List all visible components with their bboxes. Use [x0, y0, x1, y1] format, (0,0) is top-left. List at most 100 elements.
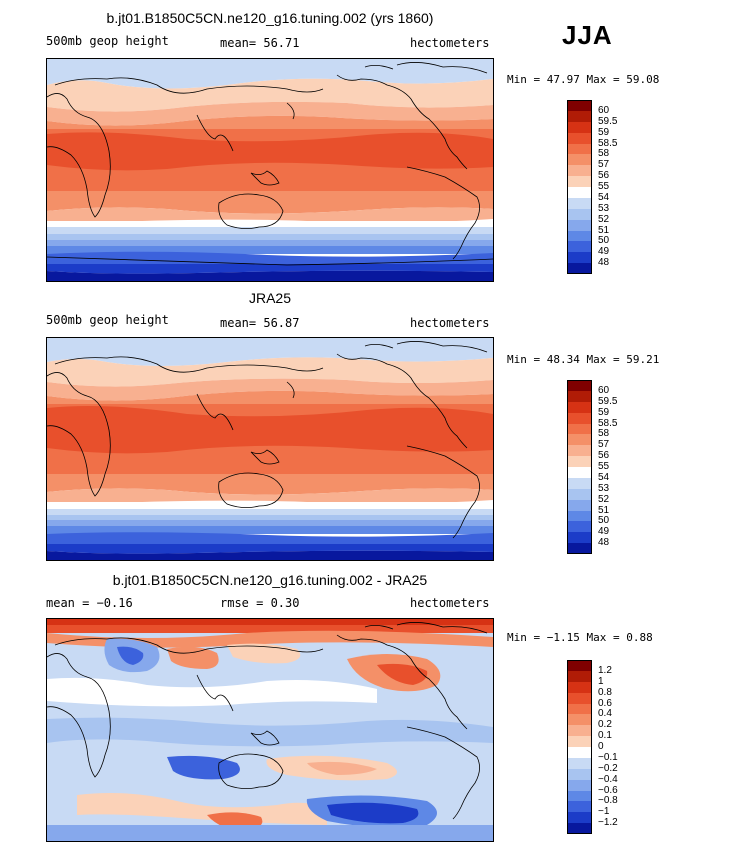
- panel3-colorbar-swatch: [567, 703, 592, 715]
- panel1-units-label: hectometers: [410, 36, 490, 50]
- panel2-colorbar-swatch: [567, 499, 592, 511]
- panel1-colorbar-tick-label: 50: [598, 235, 610, 247]
- panel2-variable-label: 500mb geop height: [46, 313, 169, 327]
- panel2-colorbar-swatch: [567, 532, 592, 544]
- panel3-colorbar-tick-label: 0.4: [598, 708, 612, 720]
- panel3-colorbar-tick-label: 1: [598, 675, 604, 687]
- panel3-contour-map: [47, 619, 493, 841]
- panel3-rmse-label: rmse = 0.30: [220, 596, 300, 610]
- panel1-contour-map: [47, 59, 493, 281]
- panel1-title: b.jt01.B1850C5CN.ne120_g16.tuning.002 (y…: [106, 10, 434, 26]
- panel3-colorbar-tick-label: −1.2: [598, 817, 618, 829]
- panel2-colorbar-tick-label: 55: [598, 461, 610, 472]
- panel1-colorbar-tick-label: 56: [598, 170, 610, 182]
- panel3-colorbar-tick-label: 0.1: [598, 730, 612, 742]
- panel2-colorbar-swatch: [567, 412, 592, 424]
- panel1-colorbar-swatch: [567, 165, 592, 177]
- panel1-colorbar-tick-label: 59.5: [598, 115, 618, 127]
- panel3-units-label: hectometers: [410, 596, 490, 610]
- panel1-colorbar-tick-label: 58.5: [598, 137, 618, 149]
- panel1-colorbar-swatch: [567, 100, 592, 111]
- panel2-colorbar-tick-label: 58: [598, 428, 610, 440]
- panel2-colorbar-tick-label: 49: [598, 526, 610, 538]
- panel2-contour-map: [47, 338, 493, 560]
- panel1-colorbar-swatch: [567, 110, 592, 122]
- panel3-colorbar-tick-label: 0.8: [598, 686, 612, 698]
- panel3-title: b.jt01.B1850C5CN.ne120_g16.tuning.002 - …: [112, 572, 428, 588]
- panel2-colorbar-tick-label: 53: [598, 482, 610, 494]
- panel3-colorbar-swatch: [567, 670, 592, 682]
- panel3-colorbar-tick-label: −0.6: [598, 784, 618, 796]
- panel3-colorbar-swatch: [567, 725, 592, 737]
- panel1-colorbar-swatch: [567, 154, 592, 166]
- panel1-colorbar-swatch: [567, 187, 592, 198]
- panel1-colorbar-tick-label: 51: [598, 224, 610, 236]
- panel3-colorbar-swatch: [567, 812, 592, 824]
- panel1-colorbar-tick-label: 48: [598, 257, 610, 269]
- panel2-colorbar-swatch: [567, 380, 592, 391]
- panel2-map: [46, 337, 494, 561]
- panel2-colorbar-swatch: [567, 467, 592, 478]
- panel3-colorbar-swatch: [567, 660, 592, 671]
- panel1-colorbar-tick-label: 58: [598, 148, 610, 160]
- panel1-colorbar-swatch: [567, 143, 592, 155]
- panel3-colorbar-tick-label: −0.1: [598, 751, 618, 763]
- panel1-colorbar-swatch: [567, 230, 592, 242]
- panel3-colorbar-tick-label: −0.8: [598, 795, 618, 807]
- panel1-colorbar-swatch: [567, 176, 592, 187]
- panel1-colorbar-swatch: [567, 263, 592, 274]
- season-label: JJA: [562, 20, 613, 50]
- panel2-colorbar-swatch: [567, 423, 592, 435]
- panel3-mean-label: mean = −0.16: [46, 596, 133, 610]
- panel3-colorbar: 1.2 1 0.8 0.6 0.4 0.2 0.1 0 −0.1 −0.2 −0.4 −0.6 −0.8…: [567, 660, 647, 834]
- panel1-minmax: Min = 47.97 Max = 59.08: [507, 73, 660, 86]
- panel2-colorbar-swatch: [567, 445, 592, 457]
- panel3-colorbar-swatch: [567, 823, 592, 834]
- panel2-colorbar-swatch: [567, 434, 592, 446]
- panel2-colorbar-tick-label: 59: [598, 406, 610, 418]
- panel2-mean-label: mean= 56.87: [220, 316, 300, 330]
- panel3-colorbar-tick-label: 0.2: [598, 719, 612, 731]
- panel1-colorbar-tick-label: 52: [598, 213, 610, 225]
- panel3-map: [46, 618, 494, 842]
- panel3-colorbar-swatch: [567, 801, 592, 813]
- panel1-colorbar-tick-label: 53: [598, 202, 610, 214]
- panel1-variable-label: 500mb geop height: [46, 34, 169, 48]
- panel1-colorbar-swatch: [567, 121, 592, 133]
- panel3-colorbar-swatch: [567, 681, 592, 693]
- panel2-colorbar: 60 59.5 59 58.5 58 57 56 55 54 53 52 51 50 49 48: [567, 380, 647, 554]
- panel1-colorbar-tick-label: 59: [598, 126, 610, 138]
- panel1-colorbar-tick-label: 49: [598, 246, 610, 258]
- panel3-minmax: Min = −1.15 Max = 0.88: [507, 631, 653, 644]
- panel2-colorbar-swatch: [567, 543, 592, 554]
- panel3-colorbar-swatch: [567, 692, 592, 704]
- panel1-colorbar-swatch: [567, 208, 592, 220]
- panel3-colorbar-swatch: [567, 736, 592, 747]
- panel3-colorbar-swatch: [567, 779, 592, 791]
- panel3-colorbar-tick-label: −1: [598, 806, 610, 818]
- panel1-colorbar-swatch: [567, 132, 592, 144]
- panel2-colorbar-swatch: [567, 456, 592, 467]
- panel2-colorbar-tick-label: 59.5: [598, 395, 618, 407]
- panel1-colorbar-swatch: [567, 197, 592, 209]
- panel1-mean-label: mean= 56.71: [220, 36, 300, 50]
- panel2-colorbar-swatch: [567, 488, 592, 500]
- panel2-colorbar-tick-label: 60: [598, 384, 610, 396]
- panel2-colorbar-swatch: [567, 477, 592, 489]
- panel2-colorbar-tick-label: 48: [598, 537, 610, 549]
- panel1-colorbar: 60 59.5 59 58.5 58 57 56 55 54 53 52 51 50 49 48: [567, 100, 647, 274]
- panel3-colorbar-tick-label: 0: [598, 741, 604, 752]
- panel2-minmax: Min = 48.34 Max = 59.21: [507, 353, 660, 366]
- panel2-colorbar-tick-label: 51: [598, 504, 610, 516]
- panel1-colorbar-swatch: [567, 241, 592, 253]
- panel1-map: [46, 58, 494, 282]
- panel3-colorbar-tick-label: 0.6: [598, 697, 612, 709]
- panel3-colorbar-swatch: [567, 747, 592, 758]
- panel2-colorbar-swatch: [567, 401, 592, 413]
- panel3-colorbar-tick-label: −0.2: [598, 762, 618, 774]
- panel2-colorbar-tick-label: 50: [598, 515, 610, 527]
- panel3-colorbar-tick-label: −0.4: [598, 773, 618, 785]
- panel2-colorbar-swatch: [567, 390, 592, 402]
- panel2-colorbar-swatch: [567, 521, 592, 533]
- panel2-units-label: hectometers: [410, 316, 490, 330]
